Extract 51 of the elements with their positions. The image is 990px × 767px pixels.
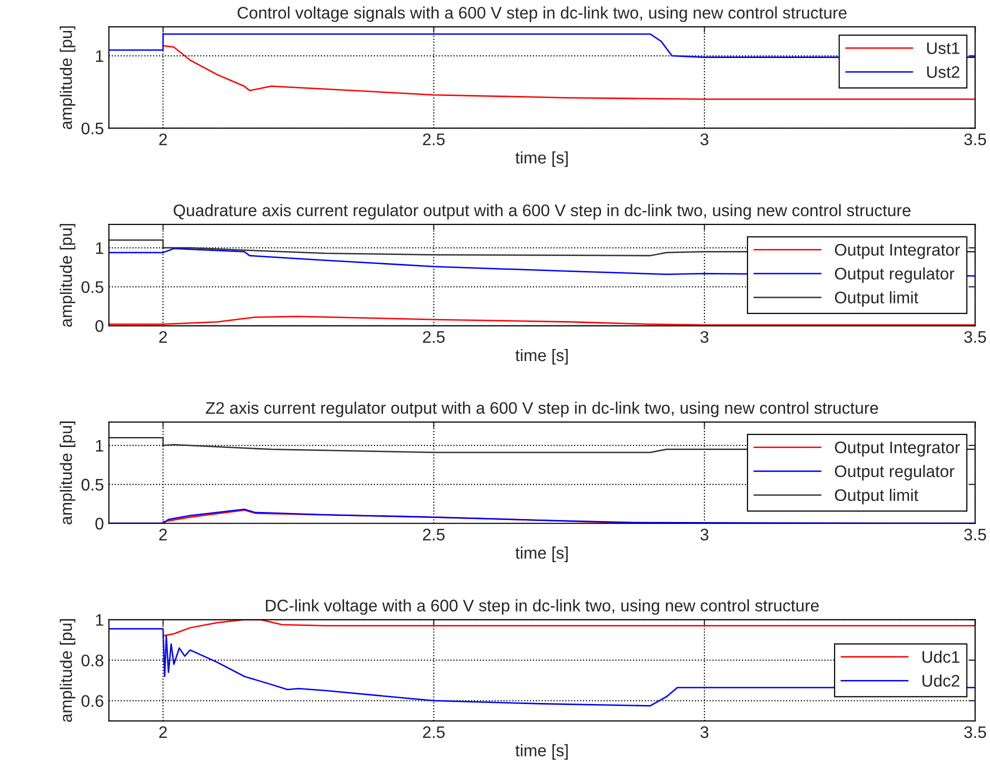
x-tick-label: 3.5 bbox=[964, 133, 986, 146]
x-tick-label: 2 bbox=[159, 133, 167, 146]
y-axis-title: amplitude [pu] bbox=[60, 619, 76, 722]
legend-label: Udc2 bbox=[922, 674, 960, 687]
x-axis-title: time [s] bbox=[515, 546, 568, 562]
x-tick-label: 3 bbox=[700, 726, 708, 738]
y-tick-label: 0.8 bbox=[82, 654, 104, 666]
y-axis-title: amplitude [pu] bbox=[60, 26, 76, 130]
y-tick-label: 0 bbox=[95, 518, 104, 530]
x-tick-label: 3 bbox=[700, 528, 708, 540]
x-tick-label: 2.5 bbox=[423, 726, 445, 738]
x-tick-label: 2.5 bbox=[423, 528, 445, 540]
legend-label: Output regulator bbox=[834, 464, 954, 480]
legend-label: Output limit bbox=[834, 488, 918, 504]
x-tick-label: 3 bbox=[700, 133, 708, 146]
y-tick-label: 0.5 bbox=[82, 478, 104, 491]
x-axis-title: time [s] bbox=[515, 744, 568, 760]
x-tick-label: 2.5 bbox=[423, 331, 445, 343]
line-series bbox=[162, 620, 976, 637]
legend-label: Output limit bbox=[834, 291, 918, 307]
y-tick-label: 1 bbox=[96, 614, 104, 626]
y-tick-label: 1 bbox=[96, 440, 104, 452]
chart-title: Quadrature axis current regulator output with a 600 V step in dc-link two, using new control structure bbox=[174, 204, 910, 220]
legend-label: Output Integrator bbox=[834, 244, 960, 260]
y-tick-label: 0.5 bbox=[82, 122, 104, 134]
y-tick-label: 1 bbox=[96, 50, 104, 62]
y-axis-title: amplitude [pu] bbox=[60, 224, 76, 327]
chart-title: Control voltage signals with a 600 V step in dc-link two, using new control structure bbox=[238, 6, 847, 22]
x-axis-title: time [s] bbox=[515, 151, 568, 167]
y-tick-label: 1 bbox=[96, 242, 104, 254]
y-axis-title: amplitude [pu] bbox=[60, 422, 76, 524]
legend-label: Output Integrator bbox=[834, 442, 960, 457]
x-tick-label: 3.5 bbox=[964, 726, 986, 738]
x-tick-label: 2 bbox=[159, 528, 167, 540]
line-series bbox=[162, 44, 976, 100]
x-tick-label: 3.5 bbox=[964, 528, 986, 540]
legend-label: Output regulator bbox=[834, 267, 954, 283]
x-tick-label: 2 bbox=[159, 331, 167, 343]
y-tick-label: 0 bbox=[95, 320, 104, 332]
chart-title: Z2 axis current regulator output with a 600 V step in dc-link two, using new control structure bbox=[206, 402, 878, 418]
x-tick-label: 2.5 bbox=[423, 133, 445, 146]
chart-title: DC-link voltage with a 600 V step in dc-link two, using new control structure bbox=[266, 599, 819, 615]
x-axis-title: time [s] bbox=[515, 348, 568, 364]
y-tick-label: 0.6 bbox=[82, 695, 104, 707]
y-tick-label: 0.5 bbox=[82, 281, 104, 294]
legend-label: Ust2 bbox=[927, 66, 960, 78]
x-tick-label: 3.5 bbox=[964, 331, 986, 343]
legend-label: Ust1 bbox=[927, 42, 960, 54]
legend-label: Udc1 bbox=[922, 650, 960, 663]
x-tick-label: 2 bbox=[159, 726, 167, 738]
x-tick-label: 3 bbox=[700, 331, 708, 343]
